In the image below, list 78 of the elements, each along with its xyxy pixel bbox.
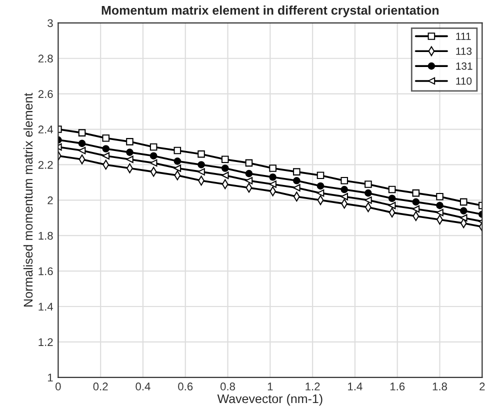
point: [245, 170, 253, 178]
point: [340, 177, 348, 184]
point: [460, 214, 468, 222]
point: [388, 202, 396, 210]
point: [316, 182, 324, 190]
y-tick-label: 1.2: [38, 338, 53, 346]
x-tick-label: 1.4: [348, 382, 362, 390]
y-tick-label: 2.2: [38, 160, 53, 169]
x-tick-label: 1.8: [432, 382, 447, 390]
point: [221, 172, 229, 179]
y-tick-label: 2: [48, 196, 53, 204]
point: [460, 198, 468, 206]
point: [126, 156, 134, 164]
point: [198, 150, 205, 158]
y-axis-title: Normalised momentum matrix element: [23, 92, 33, 306]
y-tick-label: 1: [48, 374, 53, 382]
x-tick-label: 2: [480, 382, 485, 390]
x-axis-title: Wavevector (nm-1): [217, 394, 322, 406]
point: [78, 146, 86, 154]
x-tick-label: 0.6: [178, 382, 193, 390]
point: [102, 134, 110, 142]
point: [388, 186, 396, 194]
y-tick-label: 1.8: [38, 232, 53, 240]
point: [293, 168, 300, 176]
y-tick-label: 2.6: [38, 90, 53, 98]
point: [174, 158, 182, 165]
x-tick-label: 1.2: [306, 382, 320, 390]
x-tick-label: 1: [268, 382, 273, 390]
point: [388, 194, 396, 202]
y-tick-label: 3: [48, 19, 53, 28]
point: [340, 192, 348, 200]
point: [150, 143, 158, 151]
point: [102, 145, 110, 152]
y-tick-label: 2.8: [38, 54, 53, 63]
point: [150, 152, 158, 160]
point: [245, 177, 253, 184]
x-tick-label: 0.8: [220, 382, 236, 390]
point: [269, 173, 276, 181]
point: [436, 192, 444, 200]
point: [364, 180, 372, 188]
point: [436, 202, 444, 210]
point: [221, 156, 229, 164]
point: [102, 152, 110, 160]
point: [412, 198, 420, 206]
point: [198, 161, 205, 168]
point: [316, 172, 324, 179]
legend-label: 131: [456, 62, 472, 70]
point: [174, 146, 182, 154]
point: [150, 159, 158, 167]
point: [340, 186, 348, 194]
point: [126, 138, 134, 146]
y-tick-label: 1.6: [38, 267, 53, 276]
x-tick-label: 0: [56, 382, 61, 390]
point: [174, 164, 182, 172]
point: [412, 205, 420, 213]
point: [316, 189, 324, 197]
point: [293, 184, 300, 192]
point: [293, 177, 300, 184]
point: [269, 180, 276, 188]
point: [460, 207, 468, 214]
x-tick-label: 0.4: [136, 382, 150, 390]
x-tick-label: 0.2: [93, 382, 108, 390]
y-tick-label: 1.4: [38, 302, 53, 311]
point: [221, 164, 229, 172]
point: [269, 164, 276, 172]
chart-title: Momentum matrix element in different crystal orientation: [102, 6, 439, 18]
point: [412, 189, 420, 197]
point: [78, 129, 86, 136]
x-tick-label: 1.6: [390, 382, 405, 390]
point: [245, 159, 253, 167]
point: [364, 189, 372, 197]
y-tick-label: 2.4: [38, 126, 53, 134]
point: [126, 148, 134, 156]
point: [364, 196, 372, 204]
legend-label: 113: [456, 48, 472, 55]
legend-label: 111: [456, 32, 471, 40]
legend-label: 110: [456, 77, 472, 85]
point: [78, 140, 86, 148]
